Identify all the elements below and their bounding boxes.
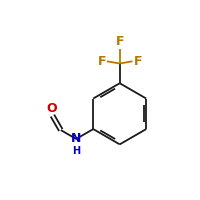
Text: F: F	[97, 55, 106, 68]
Text: F: F	[115, 35, 124, 48]
Text: O: O	[46, 102, 57, 115]
Text: F: F	[134, 55, 142, 68]
Text: H: H	[72, 146, 80, 156]
Text: N: N	[71, 132, 81, 145]
